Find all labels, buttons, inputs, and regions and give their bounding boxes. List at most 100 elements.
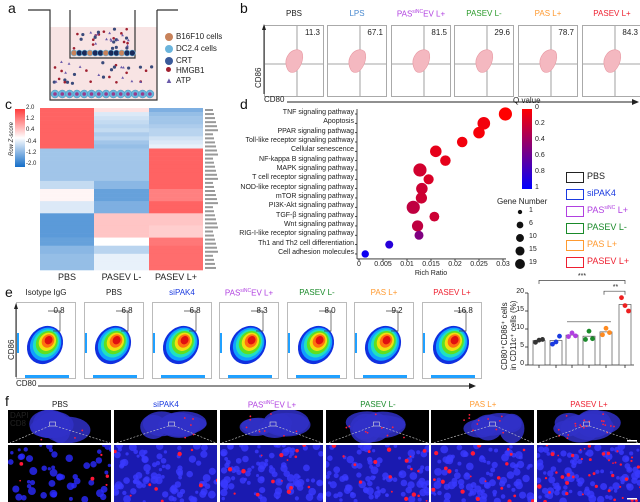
cd8-cell bbox=[160, 499, 164, 502]
density-contour bbox=[180, 336, 189, 345]
cd8-cell bbox=[289, 485, 293, 490]
dapi-nucleus bbox=[142, 477, 150, 484]
legend-text-rest: L+ bbox=[615, 205, 628, 215]
dapi-nucleus bbox=[454, 468, 459, 473]
gate bbox=[184, 310, 197, 332]
heatmap-cell bbox=[40, 197, 94, 202]
legend-label: PASEV L+ bbox=[587, 256, 629, 266]
heatmap-cell bbox=[149, 217, 203, 222]
dapi-nucleus bbox=[337, 491, 343, 498]
cd8-cell bbox=[631, 456, 634, 459]
cd8-signal bbox=[40, 438, 43, 441]
dapi-nucleus bbox=[293, 473, 300, 480]
legend-label: PASsiNC L+ bbox=[587, 205, 628, 215]
atp-particle bbox=[121, 33, 124, 37]
dapi-nucleus bbox=[353, 498, 358, 502]
data-point bbox=[590, 336, 595, 342]
cd8-cell bbox=[484, 480, 487, 483]
dapi-nucleus bbox=[370, 475, 376, 481]
flow-plot bbox=[582, 25, 640, 97]
dapi-nucleus bbox=[437, 490, 442, 496]
pathway-label: Cellular senescence bbox=[290, 146, 354, 154]
tissue-region bbox=[360, 411, 406, 438]
heatmap-cell bbox=[149, 237, 203, 242]
cd8-cell bbox=[286, 459, 289, 461]
cd8-cell bbox=[506, 448, 510, 451]
heatmap-cell bbox=[94, 201, 149, 206]
dapi-nucleus bbox=[625, 483, 632, 489]
b-x-axis-label: CD80 bbox=[264, 95, 285, 104]
dapi-nucleus bbox=[26, 479, 31, 484]
pathway-label: Wnt signaling pathway bbox=[283, 220, 354, 228]
heatmap-cell bbox=[94, 128, 149, 133]
dapi-nucleus bbox=[176, 491, 184, 498]
gate bbox=[386, 310, 399, 332]
cd8-cell bbox=[469, 475, 472, 478]
dapi-nucleus bbox=[158, 468, 163, 472]
flow-plot bbox=[327, 25, 387, 97]
cd8-cell bbox=[233, 492, 236, 495]
cd8-signal bbox=[602, 420, 605, 423]
dapi-nucleus bbox=[296, 478, 305, 487]
dapi-nucleus bbox=[365, 445, 372, 450]
heatmap-cell bbox=[40, 184, 94, 190]
atp-particle bbox=[122, 66, 125, 69]
atp-particle bbox=[54, 80, 58, 83]
size-legend-label: 6 bbox=[529, 220, 533, 227]
cd8-cell bbox=[432, 478, 436, 482]
dapi-nucleus bbox=[39, 445, 43, 447]
dapi-nucleus bbox=[245, 470, 251, 477]
dapi-nucleus bbox=[605, 453, 613, 461]
dapi-nucleus bbox=[257, 465, 265, 473]
cd8-cell bbox=[636, 465, 640, 469]
cd8-cell bbox=[507, 499, 512, 502]
legend-label-0: B16F10 cells bbox=[176, 32, 223, 41]
cd8-cell bbox=[496, 476, 501, 480]
atp-particle bbox=[108, 31, 112, 35]
cd8-cell bbox=[410, 467, 413, 471]
dapi-nucleus bbox=[423, 486, 429, 494]
dapi-nucleus bbox=[460, 450, 468, 458]
heatmap-cell bbox=[149, 136, 203, 141]
cd8-signal bbox=[567, 434, 570, 436]
legend-text: PAS L+ bbox=[587, 239, 618, 249]
dapi-nucleus bbox=[208, 467, 216, 475]
heatmap-cell bbox=[40, 116, 94, 121]
dapi-nucleus bbox=[123, 495, 131, 502]
title-text: PASEV L- bbox=[466, 9, 502, 18]
dapi-nucleus bbox=[617, 445, 626, 451]
gene-label-glyph bbox=[205, 234, 214, 237]
cd8-cell bbox=[443, 466, 448, 471]
tissue-zoom-image bbox=[537, 445, 640, 502]
crt-particle bbox=[101, 75, 106, 79]
heatmap-cell bbox=[149, 180, 203, 186]
cd8-cell bbox=[302, 445, 307, 447]
heatmap-cell bbox=[94, 184, 149, 190]
atp-particle bbox=[105, 37, 108, 41]
zoom-region-box bbox=[269, 421, 277, 427]
data-point bbox=[603, 325, 609, 331]
dapi-nucleus bbox=[409, 472, 418, 480]
cd8-cell bbox=[417, 469, 420, 473]
heatmap-cell bbox=[94, 116, 149, 121]
gene-label-glyph bbox=[205, 226, 218, 229]
heatmap-cell bbox=[94, 249, 149, 255]
data-point bbox=[550, 341, 555, 347]
dapi-nucleus bbox=[138, 449, 146, 457]
heatmap-cell bbox=[149, 116, 203, 121]
cd8-cell bbox=[342, 455, 345, 458]
cd8-cell bbox=[614, 461, 617, 464]
pathway-label: Cell adhesion molecules bbox=[278, 248, 354, 256]
cd8-cell bbox=[388, 475, 393, 479]
tissue-overview-svg bbox=[432, 413, 534, 443]
heatmap-cell bbox=[149, 249, 203, 255]
dapi-nucleus bbox=[283, 470, 291, 478]
x-axis-title: Rich Ratio bbox=[414, 269, 448, 277]
dapi-nucleus bbox=[294, 496, 299, 501]
tissue-region bbox=[160, 411, 207, 435]
pathway-dot bbox=[413, 163, 427, 177]
dapi-nucleus bbox=[199, 490, 207, 498]
gene-label-glyph bbox=[205, 125, 217, 128]
heatmap-cell bbox=[149, 120, 203, 125]
dapi-nucleus bbox=[590, 481, 596, 487]
